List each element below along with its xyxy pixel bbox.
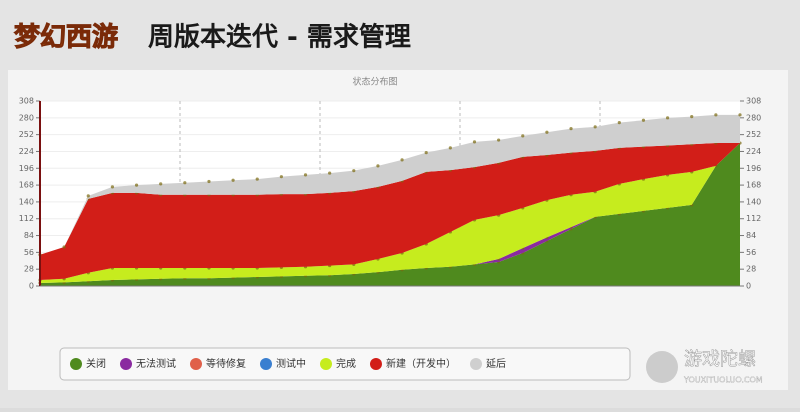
point	[207, 179, 211, 184]
y-tick-label: 280	[19, 113, 34, 122]
y2-tick-label: 56	[746, 248, 756, 257]
watermark-url: YOUXITUOLUO.COM	[683, 376, 763, 385]
chart-title: 状态分布图	[352, 76, 397, 88]
legend-swatch	[70, 358, 82, 370]
y2-tick-label: 224	[746, 147, 761, 156]
legend-label: 测试中	[276, 357, 306, 370]
legend-swatch	[120, 358, 132, 370]
area	[40, 114, 740, 255]
area	[40, 143, 740, 286]
y-tick-label: 308	[19, 97, 34, 106]
legend-swatch	[320, 358, 332, 370]
point	[714, 113, 718, 117]
point	[400, 158, 404, 162]
y2-tick-label: 0	[746, 282, 751, 291]
point	[352, 169, 356, 173]
point	[279, 175, 283, 179]
y2-tick-label: 140	[746, 197, 761, 206]
point	[424, 151, 428, 155]
y2-tick-label: 112	[746, 214, 761, 223]
y-tick-label: 56	[24, 248, 34, 257]
point	[472, 140, 477, 144]
point	[641, 118, 646, 122]
point	[303, 173, 308, 177]
y-tick-label: 28	[24, 265, 34, 274]
y2-tick-label: 252	[746, 130, 761, 139]
legend-label: 关闭	[86, 357, 106, 370]
y-tick-label: 112	[19, 214, 34, 223]
y-tick-label: 168	[19, 181, 34, 190]
y-tick-label: 140	[19, 197, 34, 206]
point	[134, 183, 139, 187]
y-tick-label: 0	[29, 282, 34, 291]
slide-title: 周版本迭代 - 需求管理	[148, 23, 411, 53]
legend-label: 完成	[336, 357, 356, 370]
point	[690, 115, 694, 119]
y2-tick-label: 280	[746, 113, 761, 122]
point	[159, 182, 163, 186]
y-tick-label: 252	[19, 130, 34, 139]
point	[617, 121, 621, 125]
point	[255, 177, 259, 181]
point	[545, 130, 549, 134]
point	[521, 134, 525, 138]
legend-label: 等待修复	[206, 357, 246, 370]
point	[376, 164, 380, 168]
legend-swatch	[260, 358, 272, 370]
watermark-icon	[646, 351, 678, 383]
legend-swatch	[370, 358, 382, 370]
point	[497, 138, 501, 142]
legend-label: 延后	[486, 358, 506, 370]
y-tick-label: 224	[19, 147, 34, 156]
area	[40, 143, 740, 280]
area	[40, 143, 740, 283]
point	[328, 171, 332, 175]
point	[110, 185, 115, 189]
point	[86, 194, 90, 198]
legend-swatch	[470, 358, 482, 370]
point	[738, 113, 742, 117]
point	[231, 178, 235, 182]
y2-tick-label: 196	[746, 164, 761, 173]
point	[569, 127, 573, 131]
y-tick-label: 84	[24, 231, 34, 240]
legend-swatch	[190, 358, 202, 370]
point	[183, 181, 187, 185]
y2-tick-label: 308	[746, 97, 761, 106]
y2-tick-label: 168	[746, 181, 761, 190]
legend-box	[59, 347, 631, 381]
legend-label: 无法测试	[136, 357, 176, 370]
y2-tick-label: 28	[746, 265, 756, 274]
y-tick-label: 196	[19, 164, 34, 173]
point	[665, 116, 670, 120]
point	[448, 146, 452, 150]
logo: 梦幻西游	[14, 23, 118, 53]
legend-label: 新建（开发中）	[386, 357, 456, 370]
watermark-name: 游戏陀螺	[684, 349, 756, 370]
y2-tick-label: 84	[746, 231, 756, 240]
point	[593, 125, 597, 129]
